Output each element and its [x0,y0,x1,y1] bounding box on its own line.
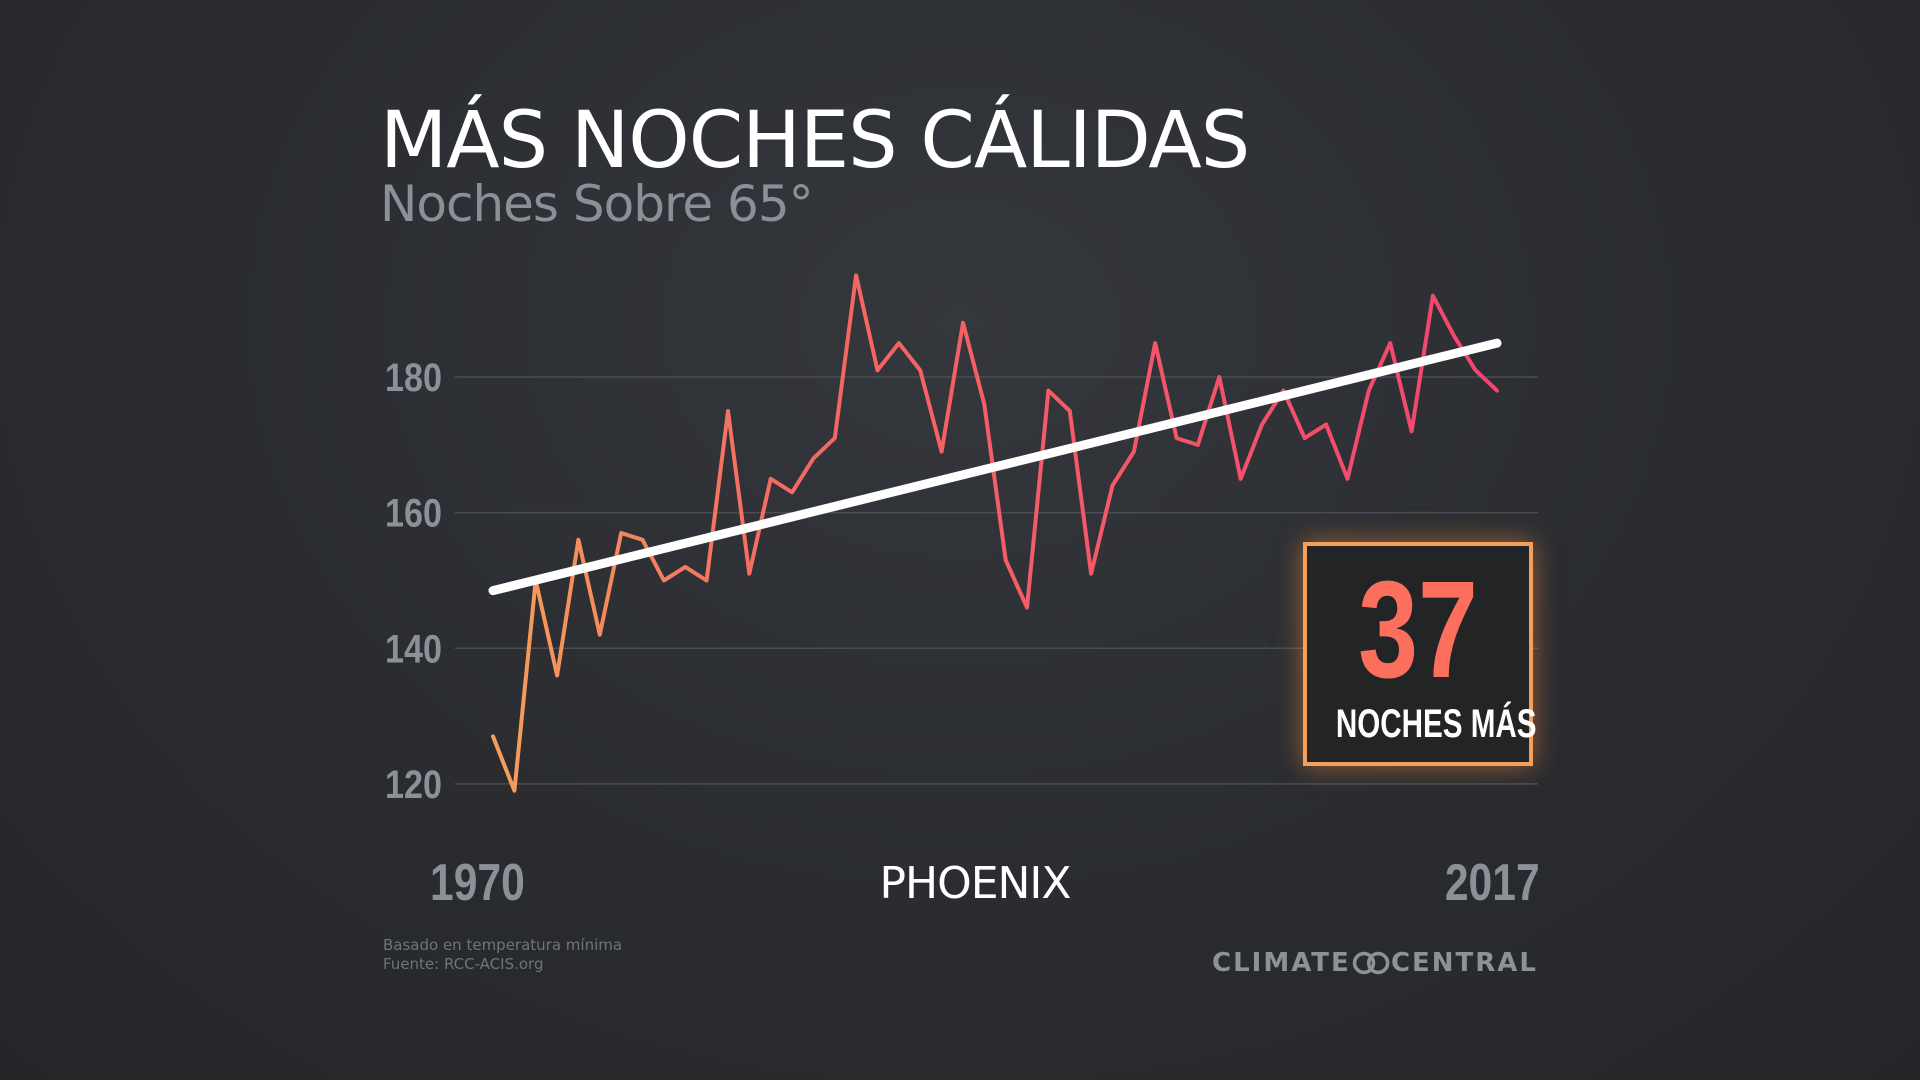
climate-central-logo-icon [1352,951,1390,975]
data-point-1990 [918,368,922,372]
data-point-1994 [1004,558,1008,562]
chart-subtitle: Noches Sobre 65° [380,175,814,233]
data-point-1971 [512,789,516,793]
y-tick-label: 140 [385,627,442,671]
y-tick-label: 160 [385,492,442,536]
data-point-2012 [1388,341,1392,345]
data-point-1992 [961,321,965,325]
data-point-2008 [1303,436,1307,440]
data-point-2017 [1495,389,1499,393]
data-point-1982 [747,572,751,576]
data-point-2016 [1474,368,1478,372]
data-point-1977 [641,538,645,542]
data-point-1978 [662,579,666,583]
data-point-2014 [1431,294,1435,298]
data-point-1987 [854,273,858,277]
data-point-2000 [1132,450,1136,454]
data-point-1979 [683,565,687,569]
data-point-2001 [1153,341,1157,345]
data-point-1997 [1068,409,1072,413]
series-line-nights-above-65 [491,273,1499,793]
data-point-2010 [1346,477,1350,481]
data-point-1998 [1089,572,1093,576]
brand-word-climate: CLIMATE [1212,948,1351,978]
footnote-source: Fuente: RCC-ACIS.org [383,955,544,973]
data-point-1993 [982,402,986,406]
data-point-1984 [790,490,794,494]
x-axis-end-label: 2017 [1445,854,1540,912]
data-point-2013 [1410,429,1414,433]
data-point-1988 [876,368,880,372]
data-point-2009 [1324,423,1328,427]
data-point-1991 [940,450,944,454]
data-point-2003 [1196,443,1200,447]
data-point-1976 [619,531,623,535]
y-tick-label: 120 [385,763,442,807]
data-point-1981 [726,409,730,413]
data-point-1980 [705,579,709,583]
data-point-1975 [598,633,602,637]
y-tick-label: 180 [385,356,442,400]
footnote: Basado en temperatura mínima Fuente: RCC… [383,936,622,974]
data-point-2004 [1217,375,1221,379]
data-point-1974 [576,538,580,542]
data-point-1970 [491,734,495,738]
y-axis-ticks: 120 140 160 180 [385,356,442,807]
footnote-method: Basado en temperatura mínima [383,936,623,954]
trend-line [488,338,1502,596]
callout-number: 37 [1358,553,1478,707]
chart-title: MÁS NOCHES CÁLIDAS [380,96,1250,186]
callout-box: 37 NOCHES MÁS [1303,542,1537,766]
data-point-2015 [1452,334,1456,338]
data-point-1996 [1046,389,1050,393]
data-point-2011 [1367,389,1371,393]
data-point-1999 [1111,484,1115,488]
data-point-1983 [769,477,773,481]
x-axis-start-label: 1970 [430,854,525,912]
data-point-1973 [555,673,559,677]
data-point-1985 [811,456,815,460]
data-point-1995 [1025,606,1029,610]
city-label: PHOENIX [879,858,1071,909]
data-point-1989 [897,341,901,345]
data-point-2002 [1175,436,1179,440]
data-point-1986 [833,436,837,440]
data-point-2006 [1260,423,1264,427]
brand-word-central: CENTRAL [1390,948,1538,978]
callout-label: NOCHES MÁS [1335,702,1537,746]
data-point-2005 [1239,477,1243,481]
brand-logo: CLIMATE CENTRAL [1212,940,1538,986]
